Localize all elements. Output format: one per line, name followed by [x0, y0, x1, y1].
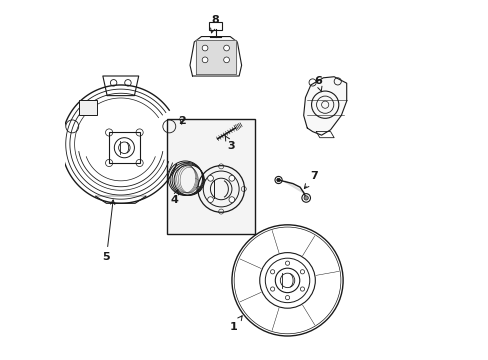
- Text: 7: 7: [304, 171, 318, 189]
- Circle shape: [285, 261, 289, 265]
- Bar: [79, 100, 97, 114]
- Circle shape: [207, 175, 213, 181]
- Circle shape: [300, 270, 304, 274]
- Circle shape: [202, 45, 207, 51]
- Bar: [209, 22, 222, 30]
- Circle shape: [228, 197, 234, 202]
- Polygon shape: [196, 40, 235, 74]
- Circle shape: [228, 175, 234, 181]
- Text: 6: 6: [313, 76, 321, 92]
- Circle shape: [276, 178, 280, 182]
- Circle shape: [300, 287, 304, 291]
- Circle shape: [207, 197, 213, 202]
- Circle shape: [223, 45, 229, 51]
- Text: 4: 4: [170, 189, 178, 205]
- Circle shape: [270, 287, 274, 291]
- Circle shape: [223, 57, 229, 63]
- Bar: [109, 132, 139, 163]
- Text: 1: 1: [229, 316, 242, 332]
- Text: 8: 8: [210, 15, 219, 33]
- Circle shape: [202, 57, 207, 63]
- Bar: [167, 119, 255, 234]
- Circle shape: [285, 296, 289, 300]
- Circle shape: [270, 270, 274, 274]
- Text: 3: 3: [224, 136, 235, 151]
- Polygon shape: [303, 77, 346, 135]
- Text: 2: 2: [178, 116, 185, 126]
- Circle shape: [304, 196, 308, 200]
- Text: 5: 5: [102, 200, 115, 262]
